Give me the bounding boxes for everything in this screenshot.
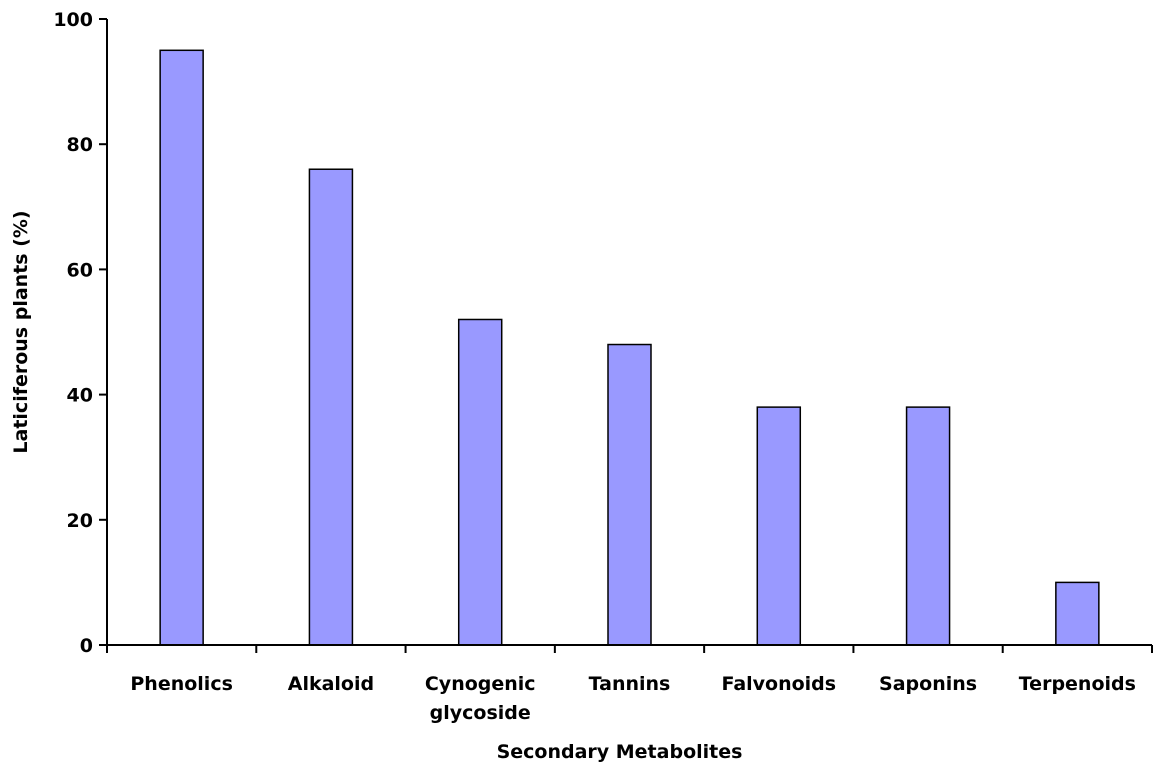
x-tick-label: Falvonoids — [721, 673, 836, 695]
x-tick-label: Alkaloid — [288, 673, 374, 695]
y-tick-label: 0 — [80, 635, 93, 657]
x-tick-label: Saponins — [879, 673, 977, 695]
bar — [159, 49, 204, 646]
bar — [905, 406, 951, 646]
bars-group — [159, 49, 1100, 646]
y-tick-label: 20 — [67, 510, 93, 532]
x-ticks-group: Phenolics Alkaloid Cynogenic glycoside Tanni… — [106, 645, 1153, 724]
bar — [308, 168, 354, 646]
x-tick-label: Terpenoids — [1019, 673, 1136, 695]
y-tick-label: 100 — [53, 9, 93, 31]
x-tick-label: Tannins — [589, 673, 671, 695]
bar — [607, 343, 652, 646]
y-axis-title: Laticiferous plants (%) — [10, 210, 32, 453]
x-tick-label: Cynogenic glycoside — [425, 673, 536, 724]
bar — [1055, 581, 1100, 646]
y-ticks-group: 0 20 40 60 80 100 — [53, 9, 107, 657]
x-tick-label: Phenolics — [130, 673, 233, 695]
bar — [457, 318, 503, 646]
y-tick-label: 80 — [67, 134, 93, 156]
bar — [756, 406, 802, 646]
y-tick-label: 40 — [67, 385, 93, 407]
y-tick-label: 60 — [67, 259, 93, 281]
x-axis-title: Secondary Metabolites — [497, 741, 743, 763]
